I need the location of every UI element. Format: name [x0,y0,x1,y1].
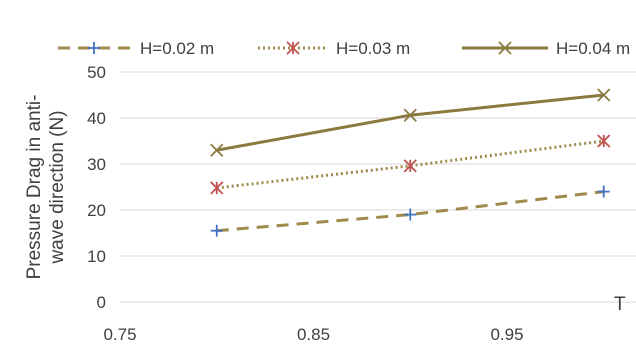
data-point [403,108,417,122]
series-layer [210,88,611,237]
legend-item: H=0.03 m [258,39,410,58]
data-point [597,88,611,102]
y-axis-title-line-1: Pressure Drag in anti- [24,95,45,280]
x-tick-label: 0.85 [297,325,330,344]
data-point [210,224,223,237]
data-point [404,208,417,221]
series-line-3 [216,93,604,152]
legend-label: H=0.03 m [336,39,410,58]
legend-item: H=0.04 m [462,39,630,58]
series-line-1 [216,190,604,233]
gridlines [120,71,636,257]
legend-marker [498,41,512,55]
y-tick-label: 0 [97,293,106,312]
y-tick-label: 50 [87,63,106,82]
y-tick-label: 20 [87,201,106,220]
x-tick-labels: 0.750.850.951.05 [103,325,523,344]
data-point [597,134,611,148]
legend: H=0.02 m H=0.03 m H=0.04 m [58,39,630,58]
data-point [597,185,610,198]
data-point [403,159,417,173]
x-tick-label: 0.75 [103,325,136,344]
x-axis-title: T [614,294,626,315]
legend-label: H=0.02 m [140,39,214,58]
legend-marker [88,42,100,54]
y-tick-label: 10 [87,247,106,266]
y-axis-title-line-2: wave direction (N) [47,110,68,264]
legend-marker [286,41,300,55]
y-tick-labels: 0 10 20 30 40 50 [87,63,106,312]
y-tick-label: 30 [87,155,106,174]
data-point [210,143,224,157]
y-tick-label: 40 [87,109,106,128]
legend-label: H=0.04 m [556,39,630,58]
x-tick-label: 0.95 [490,325,523,344]
legend-item: H=0.02 m [58,39,214,58]
data-point [210,181,224,195]
